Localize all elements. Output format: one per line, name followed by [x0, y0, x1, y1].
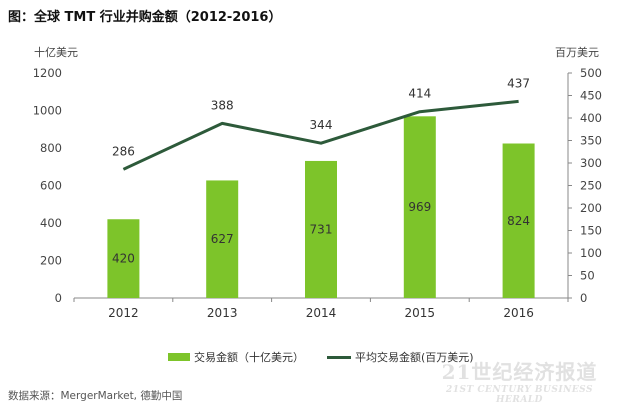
bar-value-label: 824	[507, 214, 530, 228]
bar	[502, 143, 535, 298]
left-tick-label: 1000	[33, 104, 62, 118]
right-tick-label: 350	[580, 134, 602, 148]
bar	[206, 180, 239, 298]
bar-value-label: 420	[112, 252, 135, 266]
left-tick-label: 800	[40, 141, 62, 155]
line-value-label: 286	[112, 144, 135, 158]
bar-layer: 420 627 731 969 824	[107, 116, 535, 298]
right-tick-label: 450	[580, 89, 602, 103]
watermark-line2: 21ST CENTURY BUSINESS HERALD	[446, 385, 593, 405]
line-value-label: 437	[507, 76, 530, 90]
bar-value-label: 627	[211, 232, 234, 246]
left-tick-label: 400	[40, 216, 62, 230]
line-layer: 286 388 344 414 437	[112, 76, 530, 171]
bar	[107, 219, 140, 298]
right-tick-label: 250	[580, 179, 602, 193]
left-tick-label: 200	[40, 254, 62, 268]
chart-title: 图：全球 TMT 行业并购金额（2012-2016）	[8, 10, 282, 25]
watermark-logo: 21世纪经济报道 21ST CENTURY BUSINESS HERALD	[432, 356, 607, 405]
left-tick-label: 1200	[33, 66, 62, 80]
left-tick-label: 0	[55, 291, 62, 305]
right-tick-label: 150	[580, 224, 602, 238]
average-line	[122, 99, 519, 171]
bar-value-label: 731	[310, 222, 333, 236]
legend-bar-label: 交易金额（十亿美元）	[194, 351, 304, 364]
x-tick-label: 2016	[503, 306, 534, 320]
x-tick-label: 2015	[405, 306, 436, 320]
legend-line-swatch	[327, 355, 351, 359]
bar	[305, 160, 337, 298]
x-tick-label: 2014	[306, 306, 337, 320]
right-tick-label: 300	[580, 156, 602, 170]
right-tick-label: 400	[580, 111, 602, 125]
bar	[403, 116, 436, 298]
right-tick-label: 50	[580, 269, 595, 283]
legend-bar-swatch	[168, 353, 190, 361]
x-tick-label: 2013	[207, 306, 238, 320]
line-value-label: 344	[310, 118, 333, 132]
legend-line-label: 平均交易金额(百万美元)	[355, 351, 474, 364]
right-axis-unit: 百万美元	[555, 46, 599, 59]
line-value-label: 388	[211, 98, 234, 112]
left-axis-unit: 十亿美元	[34, 46, 78, 59]
bar-value-label: 969	[408, 200, 431, 214]
source-note: 数据来源：MergerMarket, 德勤中国	[8, 390, 183, 402]
x-tick-label: 2012	[108, 306, 139, 320]
line-value-label: 414	[408, 87, 431, 101]
legend-item-bars: 交易金额（十亿美元）	[168, 349, 304, 365]
legend-item-line: 平均交易金额(百万美元)	[327, 349, 474, 365]
axis-layer: 0 200 400 600 800 1000 1200 0 50 100 150 200 250 300 3…	[33, 66, 602, 320]
left-tick-label: 600	[40, 179, 62, 193]
watermark-line1: 21世纪经济报道	[441, 360, 598, 384]
right-tick-label: 200	[580, 201, 602, 215]
right-tick-label: 500	[580, 66, 602, 80]
right-tick-label: 100	[580, 246, 602, 260]
right-tick-label: 0	[580, 291, 587, 305]
